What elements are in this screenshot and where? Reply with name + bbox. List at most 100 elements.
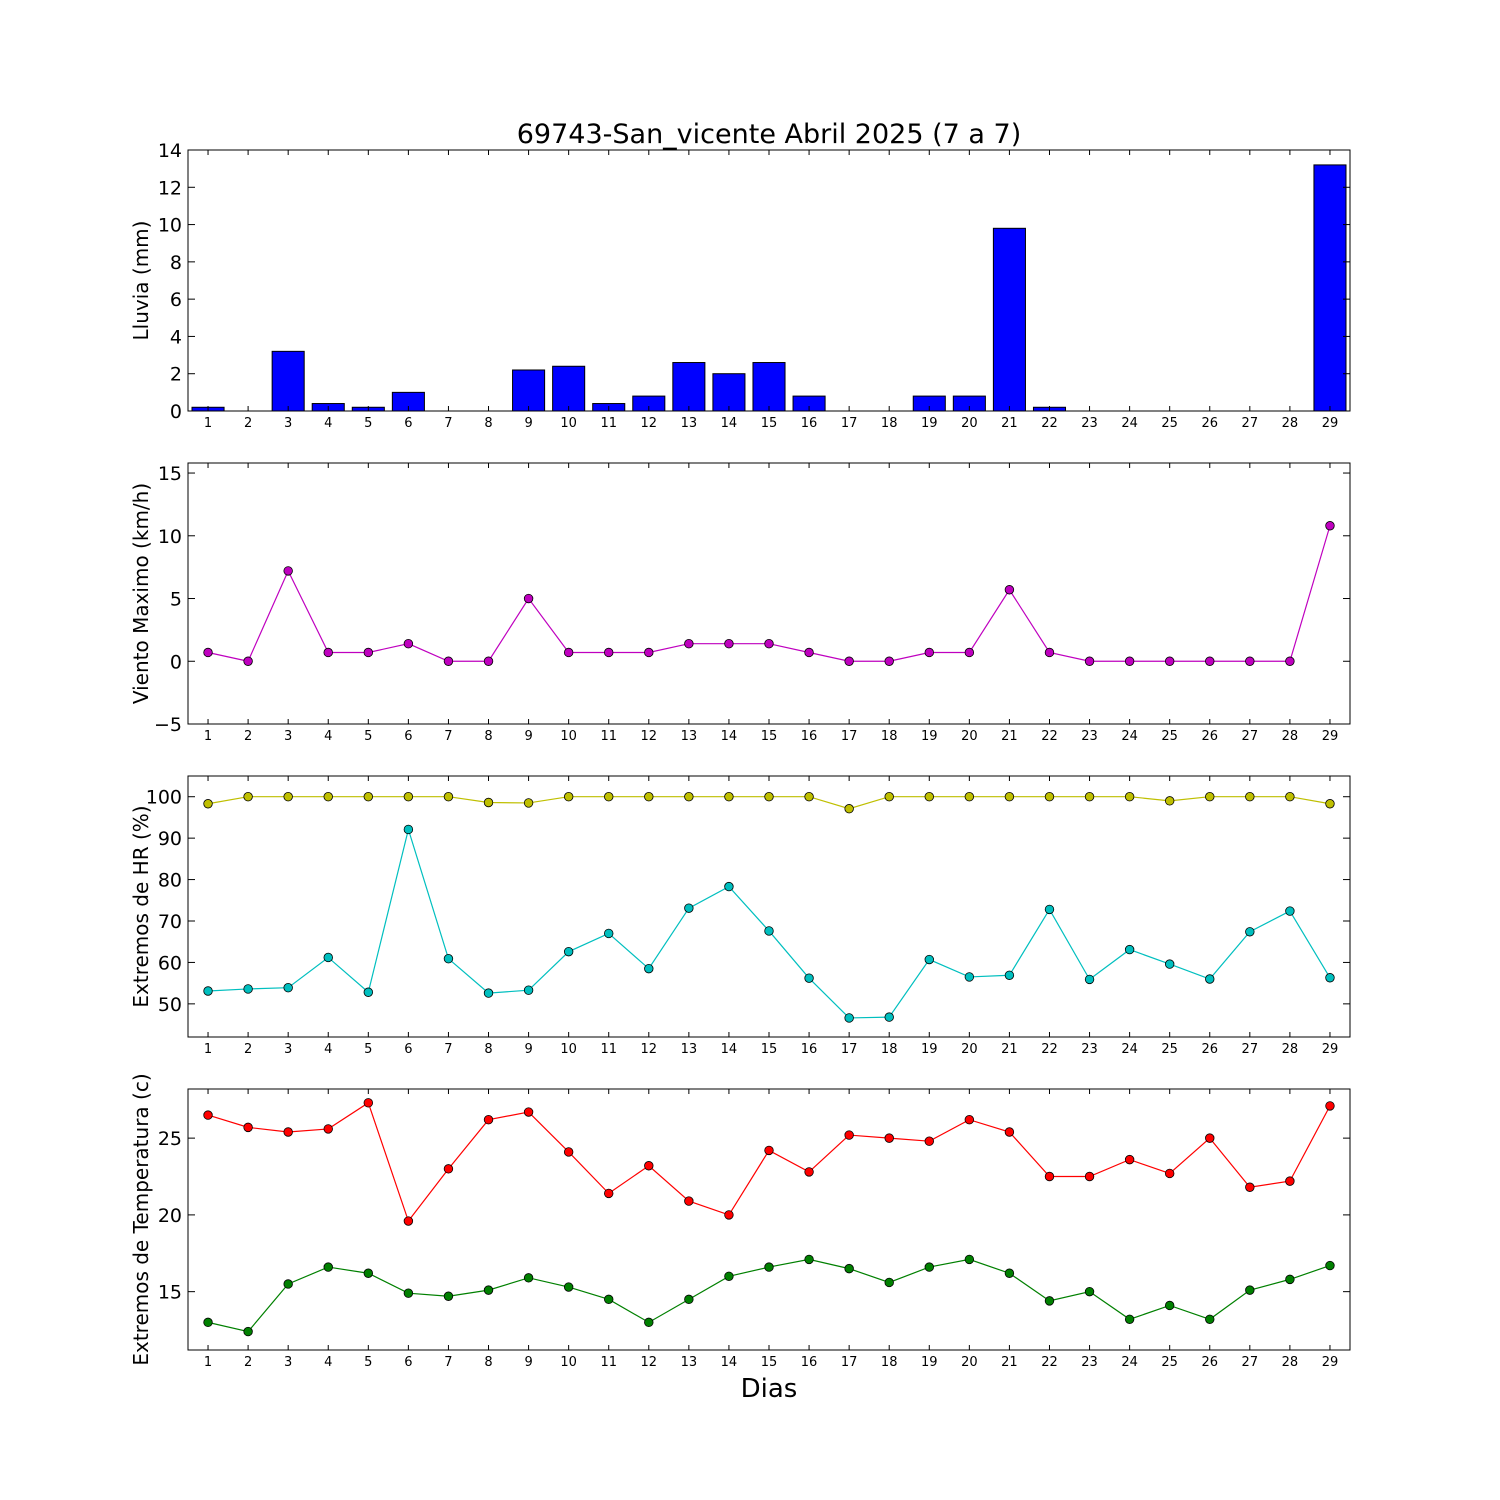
y-axis-label-hr: Extremos de HR (%) bbox=[129, 805, 153, 1007]
data-point-s1-day-17 bbox=[844, 1130, 854, 1140]
data-point-s2-day-5 bbox=[363, 1268, 374, 1278]
x-tick-label: 7 bbox=[444, 416, 452, 431]
data-point-s1-day-24 bbox=[1124, 1154, 1135, 1165]
data-point-s1-day-27 bbox=[1245, 1182, 1255, 1192]
panel-viento: 1 2 3 4 5 6 7 8 9 10 11 12 13 14 15 16 17 18 19 20 21 22 23 24 2… bbox=[129, 462, 1351, 744]
x-tick-label: 8 bbox=[484, 1042, 492, 1057]
x-tick-label: 18 bbox=[881, 1355, 898, 1370]
data-point-s2-day-21 bbox=[1004, 970, 1015, 980]
x-tick-label: 1 bbox=[204, 1355, 212, 1370]
y-tick-label: 10 bbox=[158, 215, 182, 237]
x-tick-label: 9 bbox=[524, 1042, 532, 1057]
data-point-s1-day-3 bbox=[283, 1127, 293, 1137]
x-tick-label: 22 bbox=[1041, 1042, 1058, 1057]
data-point-s2-day-24 bbox=[1124, 944, 1135, 955]
data-point-s2-day-4 bbox=[323, 952, 333, 963]
data-point-s1-day-25 bbox=[1164, 1168, 1175, 1179]
data-point-s2-day-22 bbox=[1044, 1296, 1055, 1306]
data-point-s2-day-26 bbox=[1205, 1314, 1215, 1324]
data-point-s1-day-6 bbox=[403, 792, 414, 802]
data-point-s1-day-2 bbox=[243, 656, 253, 666]
data-point-s1-day-26 bbox=[1205, 1133, 1215, 1143]
x-tick-label: 21 bbox=[1001, 1355, 1018, 1370]
x-tick-label: 17 bbox=[841, 1042, 858, 1057]
x-tick-label: 7 bbox=[444, 1355, 452, 1370]
data-point-s1-day-23 bbox=[1084, 656, 1095, 666]
data-point-s2-day-19 bbox=[924, 954, 934, 965]
data-point-s2-day-11 bbox=[604, 1294, 614, 1305]
x-tick-label: 14 bbox=[721, 1355, 738, 1370]
x-tick-label: 4 bbox=[324, 416, 332, 431]
data-point-s1-day-20 bbox=[964, 1115, 975, 1125]
data-point-s1-day-17 bbox=[844, 804, 854, 814]
data-point-s1-day-5 bbox=[363, 792, 374, 802]
data-point-s2-day-7 bbox=[443, 954, 454, 964]
data-point-s1-day-13 bbox=[684, 792, 694, 802]
chart-panels: 1 2 3 4 5 6 7 8 9 10 11 12 13 14 15 16 17 18 19 20 21 22 23 24 2… bbox=[129, 140, 1351, 1370]
data-point-s2-day-2 bbox=[243, 1326, 253, 1337]
data-point-s2-day-28 bbox=[1285, 1274, 1295, 1285]
data-point-s2-day-22 bbox=[1044, 904, 1055, 915]
x-tick-label: 15 bbox=[761, 1355, 778, 1370]
x-tick-label: 16 bbox=[801, 1355, 818, 1370]
x-tick-label: 3 bbox=[284, 1355, 292, 1370]
data-point-s1-day-9 bbox=[523, 1107, 534, 1117]
data-point-s1-day-9 bbox=[523, 593, 534, 604]
x-tick-label: 2 bbox=[244, 416, 252, 431]
data-point-s1-day-5 bbox=[363, 647, 374, 658]
data-point-s1-day-6 bbox=[403, 1216, 414, 1226]
data-point-s1-day-29 bbox=[1325, 1101, 1335, 1111]
x-tick-label: 24 bbox=[1121, 416, 1138, 431]
data-point-s1-day-25 bbox=[1164, 796, 1175, 806]
data-point-s2-day-15 bbox=[764, 1262, 774, 1272]
data-point-s1-day-12 bbox=[644, 1161, 654, 1171]
x-tick-label: 25 bbox=[1161, 416, 1178, 431]
data-point-s1-day-23 bbox=[1084, 792, 1095, 802]
data-point-s1-day-9 bbox=[523, 798, 534, 808]
x-tick-label: 19 bbox=[921, 1042, 938, 1057]
y-tick-label: 12 bbox=[158, 177, 182, 199]
x-tick-label: 9 bbox=[524, 729, 532, 744]
x-tick-label: 25 bbox=[1161, 1042, 1178, 1057]
x-tick-label: 24 bbox=[1121, 729, 1138, 744]
data-point-s1-day-20 bbox=[964, 792, 975, 802]
x-tick-label: 27 bbox=[1242, 1042, 1259, 1057]
bar-day-15 bbox=[752, 362, 786, 412]
x-tick-label: 26 bbox=[1201, 1042, 1218, 1057]
x-tick-label: 23 bbox=[1081, 1042, 1098, 1057]
bar-day-14 bbox=[712, 373, 746, 412]
data-point-s2-day-8 bbox=[483, 988, 494, 998]
bar-day-9 bbox=[512, 369, 546, 412]
data-point-s2-day-6 bbox=[403, 824, 414, 835]
y-tick-label: 25 bbox=[158, 1128, 182, 1150]
data-point-s1-day-23 bbox=[1084, 1171, 1095, 1182]
data-point-s1-day-7 bbox=[443, 1164, 454, 1174]
data-point-s1-day-12 bbox=[644, 647, 654, 658]
data-point-s1-day-28 bbox=[1285, 792, 1295, 802]
x-tick-label: 26 bbox=[1201, 1355, 1218, 1370]
x-tick-label: 28 bbox=[1282, 729, 1299, 744]
y-tick-label: 10 bbox=[158, 526, 182, 548]
data-point-s2-day-17 bbox=[844, 1013, 854, 1023]
bar-day-10 bbox=[552, 365, 586, 412]
data-point-s2-day-4 bbox=[323, 1262, 333, 1272]
data-point-s2-day-2 bbox=[243, 984, 253, 994]
x-tick-label: 6 bbox=[404, 729, 412, 744]
x-tick-label: 26 bbox=[1201, 416, 1218, 431]
data-point-s1-day-1 bbox=[203, 799, 213, 809]
data-point-s2-day-26 bbox=[1205, 974, 1215, 984]
data-point-s1-day-2 bbox=[243, 792, 253, 802]
bar-day-29 bbox=[1313, 164, 1347, 412]
data-point-s1-day-4 bbox=[323, 792, 333, 802]
data-point-s2-day-6 bbox=[403, 1288, 414, 1298]
x-tick-label: 16 bbox=[801, 729, 818, 744]
y-tick-label: −5 bbox=[154, 714, 182, 736]
x-tick-label: 29 bbox=[1322, 416, 1339, 431]
data-point-s1-day-14 bbox=[724, 1210, 734, 1220]
data-point-s1-day-8 bbox=[483, 656, 494, 666]
data-point-s2-day-15 bbox=[764, 926, 774, 936]
x-tick-label: 28 bbox=[1282, 416, 1299, 431]
panel-temperatura: 1 2 3 4 5 6 7 8 9 10 11 12 13 14 15 16 17 18 19 20 21 22 23 24 2… bbox=[129, 1073, 1351, 1370]
